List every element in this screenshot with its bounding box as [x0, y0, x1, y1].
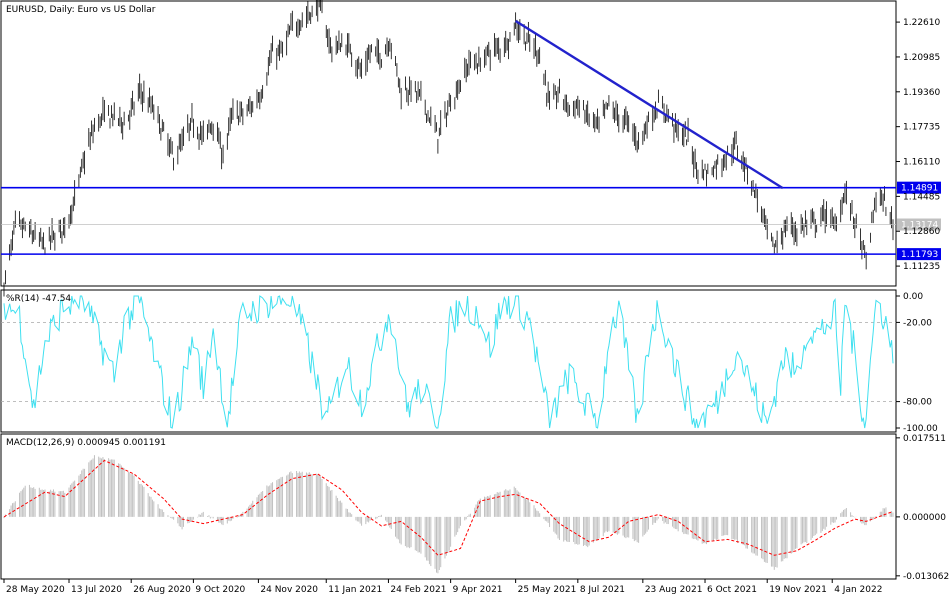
- williams-r-tick-label: -20.00: [903, 318, 932, 328]
- williams-r-axis: 0.00 -20.00 -80.00 -100.00: [896, 292, 938, 434]
- price-level-badge: [897, 181, 941, 194]
- price-tick-label: 1.22610: [903, 18, 940, 28]
- price-level-badge: [897, 248, 941, 261]
- williams-r-levels: [1, 321, 896, 403]
- williams-r-frame: [0, 289, 897, 433]
- macd-histogram: [3, 455, 894, 574]
- time-tick-label: 9 Oct 2020: [195, 585, 245, 595]
- trendline[interactable]: [514, 20, 784, 190]
- time-tick-label: 4 Jan 2022: [834, 585, 882, 595]
- price-pane-frame: [0, 0, 897, 287]
- macd-pane[interactable]: 0.017511 0.000000 -0.013062 MACD(12,26,9) …: [0, 433, 949, 582]
- price-tick-label: 1.16110: [903, 158, 940, 168]
- time-tick-label: 11 Jan 2021: [328, 585, 382, 595]
- price-tick-label: 1.19360: [903, 88, 940, 98]
- williams-r-pane[interactable]: 0.00 -20.00 -80.00 -100.00 %R(14) -47.54: [0, 289, 938, 434]
- time-axis: 28 May 2020 13 Jul 2020 26 Aug 2020 9 Oct 2…: [3, 579, 882, 595]
- price-tick-label: 1.11235: [903, 262, 940, 272]
- horizontal-levels[interactable]: 1.14891 1.11793 1.13174: [1, 181, 941, 261]
- price-level-label: 1.14891: [901, 184, 938, 194]
- time-tick-label: 23 Aug 2021: [645, 585, 703, 595]
- current-price-badge: [897, 218, 941, 231]
- time-tick-label: 24 Nov 2020: [260, 585, 318, 595]
- price-tick-label: 1.17735: [903, 123, 940, 133]
- macd-tick-label: -0.013062: [903, 572, 949, 582]
- chart-title: EURUSD, Daily: Euro vs US Dollar: [6, 5, 156, 15]
- williams-r-tick-label: -80.00: [903, 398, 932, 408]
- macd-tick-label: 0.017511: [903, 434, 946, 444]
- time-tick-label: 13 Jul 2020: [71, 585, 122, 595]
- price-tick-label: 1.14485: [903, 192, 940, 202]
- macd-title: MACD(12,26,9) 0.000945 0.001191: [6, 438, 166, 448]
- current-price-label: 1.13174: [901, 220, 938, 230]
- price-pane[interactable]: 1.14891 1.11793 1.13174 1.22610 1.20985 1.19…: [0, 0, 941, 297]
- time-tick-label: 19 Nov 2021: [769, 585, 827, 595]
- time-tick-label: 9 Apr 2021: [453, 585, 503, 595]
- price-axis: 1.22610 1.20985 1.19360 1.17735 1.16110 1.144…: [896, 18, 940, 272]
- time-tick-label: 28 May 2020: [6, 585, 65, 595]
- williams-r-series: [3, 295, 894, 429]
- williams-r-tick-label: -100.00: [903, 424, 938, 434]
- williams-r-title: %R(14) -47.54: [6, 294, 71, 304]
- price-bars: [3, 0, 894, 297]
- macd-tick-label: 0.000000: [903, 513, 946, 523]
- williams-r-line: [3, 295, 894, 429]
- time-tick-label: 26 Aug 2020: [133, 585, 191, 595]
- time-tick-label: 24 Feb 2021: [390, 585, 446, 595]
- time-tick-label: 25 May 2021: [518, 585, 577, 595]
- time-tick-label: 6 Oct 2021: [707, 585, 757, 595]
- price-tick-label: 1.12860: [903, 227, 940, 237]
- resistance-trendline: [514, 20, 784, 190]
- williams-r-tick-label: 0.00: [903, 292, 923, 302]
- price-level-label: 1.11793: [901, 250, 938, 260]
- price-tick-label: 1.20985: [903, 53, 940, 63]
- macd-axis: 0.017511 0.000000 -0.013062: [896, 434, 949, 582]
- time-tick-label: 8 Jul 2021: [580, 585, 625, 595]
- macd-frame: [0, 433, 897, 580]
